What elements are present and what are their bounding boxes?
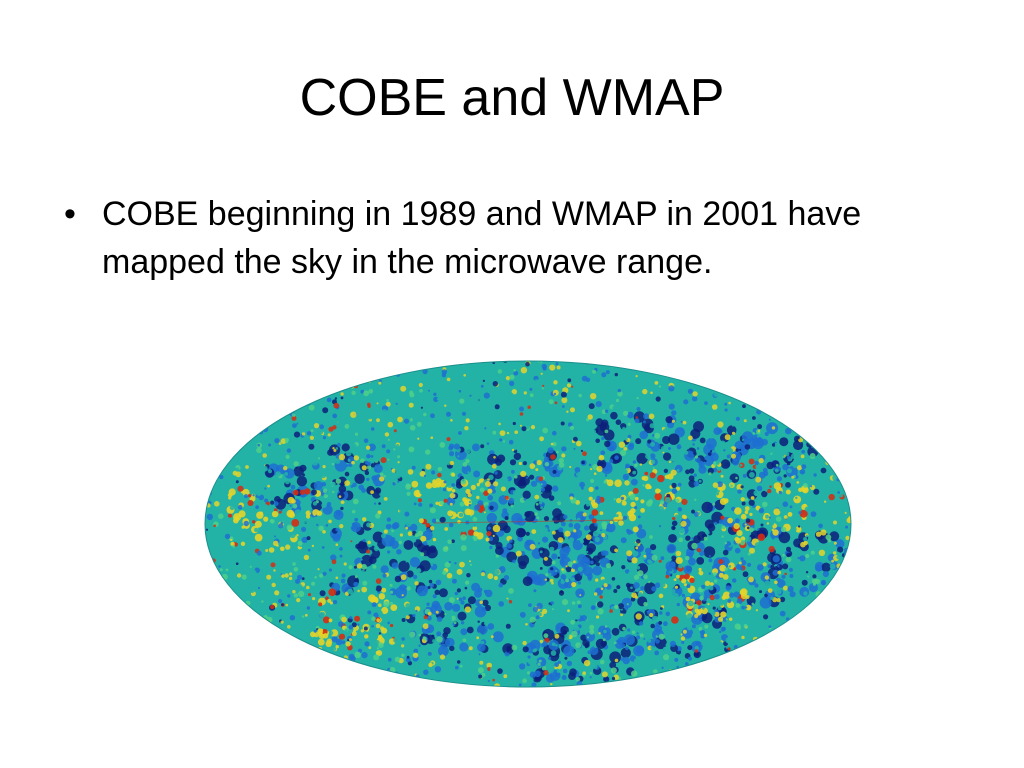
sky-map-outline [204, 360, 852, 688]
bullet-text: COBE beginning in 1989 and WMAP in 2001 … [102, 195, 862, 281]
bullet-list: • COBE beginning in 1989 and WMAP in 200… [60, 190, 980, 286]
bullet-item: • COBE beginning in 1989 and WMAP in 200… [60, 190, 980, 286]
bullet-marker: • [64, 195, 76, 233]
slide-title: COBE and WMAP [299, 69, 725, 127]
sky-map-fill [205, 361, 851, 687]
microwave-sky-map [204, 360, 852, 688]
